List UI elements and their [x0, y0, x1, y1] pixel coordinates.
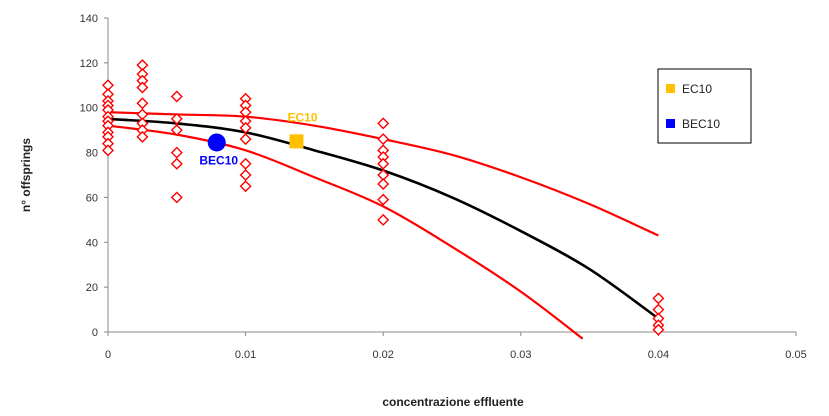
- observation-point: [136, 130, 149, 143]
- markers: EC10 BEC10: [199, 110, 317, 167]
- x-axis-title: concentrazione effluente: [382, 395, 524, 409]
- observation-point: [170, 90, 183, 103]
- observation-point: [652, 292, 665, 305]
- x-tick-label: 0.01: [235, 349, 256, 361]
- y-tick-label: 140: [80, 13, 98, 25]
- y-tick-label: 0: [92, 327, 98, 339]
- observation-point: [102, 144, 114, 157]
- x-tick-label: 0.05: [785, 349, 806, 361]
- y-tick-label: 60: [86, 192, 98, 204]
- observation-point: [170, 146, 183, 159]
- y-tick-label: 20: [86, 282, 98, 294]
- legend: EC10 BEC10: [657, 68, 752, 144]
- observation-point: [239, 180, 252, 193]
- observation-point: [377, 133, 390, 146]
- observations: [102, 59, 665, 336]
- y-tick-label: 100: [80, 103, 98, 115]
- observation-point: [377, 213, 390, 226]
- lower-bound-line: [108, 124, 584, 340]
- x-ticks: 0 0.01 0.02 0.03 0.04 0.05: [105, 332, 807, 361]
- observation-point: [652, 323, 665, 336]
- legend-box: [657, 68, 752, 144]
- observation-point: [170, 112, 183, 125]
- axes: 0 0.01 0.02 0.03 0.04 0.05 0 20 40 60 80 100 120 140: [80, 13, 807, 361]
- ec10-annotation: EC10: [287, 110, 317, 124]
- bec10-marker: [207, 133, 226, 152]
- y-tick-label: 120: [80, 58, 98, 70]
- observation-point: [136, 81, 149, 94]
- observation-point: [377, 117, 390, 130]
- ec10-marker: [289, 134, 304, 149]
- legend-bec10-label: BEC10: [682, 117, 720, 131]
- observation-point: [170, 191, 183, 204]
- observation-point: [239, 157, 252, 170]
- legend-ec10-label: EC10: [682, 82, 712, 96]
- x-tick-label: 0.03: [510, 349, 531, 361]
- observation-point: [239, 133, 252, 146]
- observation-point: [170, 124, 183, 137]
- x-tick-label: 0.04: [648, 349, 669, 361]
- observation-point: [377, 177, 390, 190]
- y-ticks: 0 20 40 60 80 100 120 140: [80, 13, 108, 339]
- observation-point: [377, 193, 390, 206]
- observation-point: [170, 157, 183, 170]
- y-tick-label: 80: [86, 148, 98, 160]
- y-tick-label: 40: [86, 237, 98, 249]
- observation-point: [239, 121, 252, 134]
- x-tick-label: 0: [105, 349, 111, 361]
- observation-point: [239, 169, 252, 181]
- legend-bec10-swatch: [666, 119, 675, 128]
- legend-ec10-swatch: [666, 84, 675, 93]
- x-tick-label: 0.02: [372, 349, 393, 361]
- observation-point: [377, 157, 390, 170]
- observation-point: [136, 97, 149, 110]
- y-axis-title: n° offsprings: [19, 138, 33, 212]
- bec10-annotation: BEC10: [199, 153, 238, 167]
